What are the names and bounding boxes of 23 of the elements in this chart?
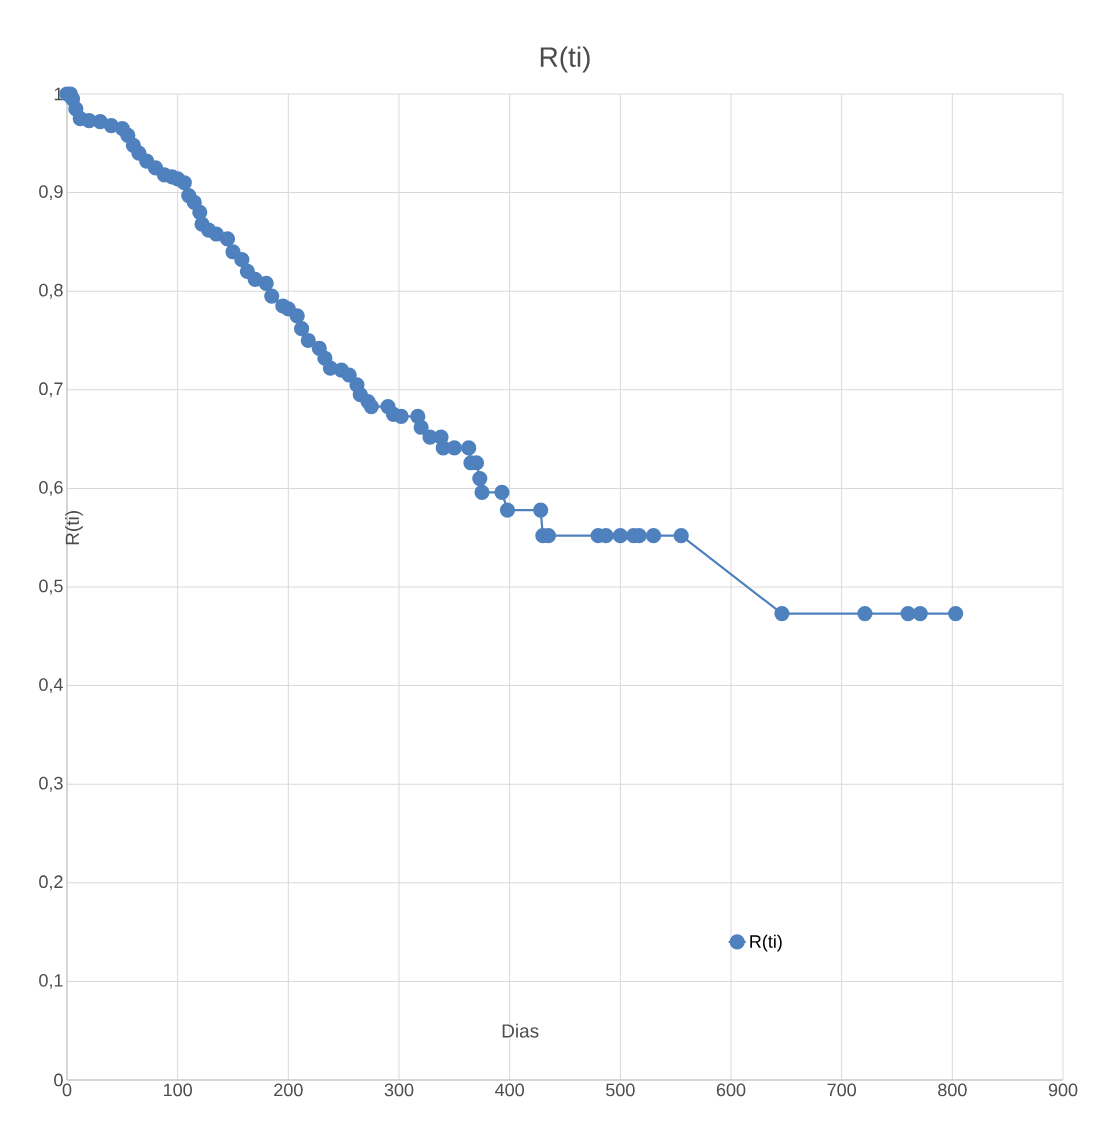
y-tick-label: 0,2 [39,875,63,891]
y-tick-label: 0,8 [39,283,63,299]
y-tick-label: 0,9 [39,185,63,201]
x-tick-label: 700 [827,1083,856,1097]
y-axis-title: R(ti) [65,511,83,545]
legend-label: R(ti) [750,934,782,952]
x-tick-label: 600 [716,1083,746,1097]
x-axis-title: Dias [502,1023,539,1038]
y-tick-label: 0,5 [39,579,63,595]
y-tick-label: 0 [54,1073,63,1087]
y-tick-label: 0,7 [39,382,63,398]
x-tick-label: 200 [274,1083,303,1097]
y-tick-label: 0,1 [39,973,63,989]
y-tick-label: 0,4 [39,678,63,694]
y-tick-label: 0,3 [39,776,63,792]
x-tick-label: 800 [938,1083,967,1097]
chart-title: R(ti) [540,46,590,73]
y-tick-label: 0,6 [39,480,63,496]
x-tick-label: 900 [1048,1083,1078,1097]
x-tick-label: 500 [606,1083,635,1097]
x-tick-label: 300 [384,1083,414,1097]
x-tick-label: 400 [495,1083,524,1097]
x-tick-label: 100 [164,1083,192,1097]
